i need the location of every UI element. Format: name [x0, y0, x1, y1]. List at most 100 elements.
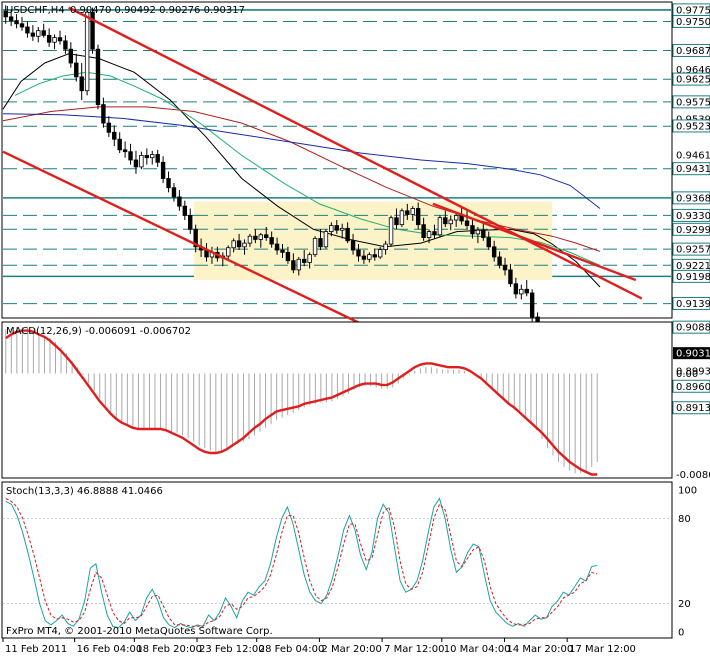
- price-tick-label: 0.92219: [676, 261, 710, 272]
- x-tick-label: 28 Feb 04:00: [259, 644, 325, 655]
- macd-title: MACD(12,26,9) -0.006091 -0.006702: [6, 326, 191, 337]
- stoch-tick-label: 80: [678, 514, 691, 525]
- candle-body: [144, 154, 150, 159]
- candle-body: [242, 242, 247, 248]
- price-tick-box: [672, 242, 710, 256]
- candle-body: [291, 260, 296, 271]
- channel-line: [68, 6, 643, 300]
- x-tick-label: 16 Feb 04:00: [77, 644, 143, 655]
- macd-tick-label: 0.00: [676, 369, 698, 380]
- candle-body: [481, 229, 486, 238]
- candle-body: [388, 217, 394, 245]
- candle-body: [226, 247, 231, 257]
- x-tick-label: 7 Mar 12:00: [384, 644, 444, 655]
- macd-signal-path: [5, 329, 598, 476]
- macd-tick-label: -0.00800: [676, 470, 710, 481]
- candle-body: [491, 246, 497, 258]
- candle-body: [285, 251, 291, 262]
- candle-body: [258, 234, 263, 240]
- candle-body: [30, 32, 36, 37]
- candle-body: [421, 224, 426, 238]
- candle-body: [377, 249, 383, 258]
- price-tick-box: [672, 14, 710, 28]
- candle-body: [475, 229, 481, 235]
- candle-body: [182, 205, 188, 216]
- candle-body: [334, 225, 339, 231]
- stoch-lines: [3, 497, 671, 629]
- price-tick-box: [672, 43, 710, 57]
- price-tick-box: [672, 296, 710, 310]
- candle-body: [128, 151, 133, 161]
- macd-panel-frame: [1, 321, 673, 479]
- stoch-tick-label: 0: [678, 628, 684, 639]
- candle-body: [443, 217, 448, 225]
- candle-body: [236, 240, 242, 248]
- stoch-title: Stoch(13,3,3) 46.8888 41.0466: [6, 486, 163, 497]
- candle-body: [502, 264, 508, 271]
- stoch-panel: 100 80 20 0 Stoch(13,3,3) 46.8888 41.0466 F…: [1, 481, 697, 639]
- stoch-main-line: [5, 497, 598, 629]
- stoch-y-axis: 100 80 20 0: [678, 486, 697, 639]
- candle-body: [231, 240, 236, 249]
- x-tick-label: 2 Mar 20:00: [321, 644, 381, 655]
- macd-y-axis: 0.00 -0.00800: [676, 369, 710, 481]
- candle-body: [453, 215, 459, 221]
- candle-body: [323, 231, 329, 248]
- consolidation-box: [194, 201, 553, 281]
- candle-body: [383, 243, 388, 250]
- candle-body: [155, 154, 160, 163]
- footer-copyright: FxPro MT4, © 2001-2010 MetaQuotes Softwa…: [6, 626, 273, 637]
- price-tick-box: [672, 208, 710, 222]
- price-tick-label: 0.96872: [676, 46, 710, 57]
- price-tick-box: [672, 320, 710, 334]
- stoch-tick-label: 20: [678, 599, 691, 610]
- price-tick-box: [672, 162, 710, 176]
- candle-body: [95, 48, 101, 105]
- candle-body: [8, 16, 14, 21]
- candle-body: [448, 219, 453, 225]
- candle-body: [302, 258, 307, 263]
- x-tick-label: 14 Mar 20:00: [506, 644, 573, 655]
- candle-body: [150, 154, 155, 159]
- candle-body: [36, 30, 41, 37]
- current-price-label: 0.90317: [676, 349, 710, 360]
- candle-body: [394, 217, 399, 226]
- candle-body: [486, 237, 491, 248]
- candle-body: [307, 254, 312, 263]
- candle-body: [90, 11, 95, 50]
- price-tick-label: 0.91393: [676, 299, 710, 310]
- candle-body: [312, 238, 318, 256]
- candle-body: [470, 225, 475, 235]
- candle-body: [101, 104, 106, 124]
- candle-body: [41, 30, 46, 36]
- candle-body: [84, 11, 90, 92]
- candle-body: [524, 288, 529, 294]
- consolidation-box-rect: [194, 201, 553, 281]
- candle-body: [188, 215, 193, 230]
- price-tick-label: 0.95237: [676, 121, 710, 132]
- candle-body: [19, 23, 25, 28]
- channel-line: [432, 202, 637, 282]
- candle-body: [519, 288, 524, 295]
- candle-body: [14, 20, 19, 25]
- price-tick-label: 0.97751: [676, 5, 710, 16]
- price-header-ohlc: 0.90470 0.90492 0.90276 0.90317: [70, 5, 245, 16]
- candle-body: [177, 196, 182, 207]
- candle-body: [166, 178, 171, 189]
- candle-body: [464, 220, 470, 226]
- price-tick-box: [672, 222, 710, 236]
- candle-body: [356, 249, 361, 257]
- candle-body: [25, 26, 30, 34]
- candle-body: [274, 243, 280, 251]
- candle-body: [52, 37, 57, 43]
